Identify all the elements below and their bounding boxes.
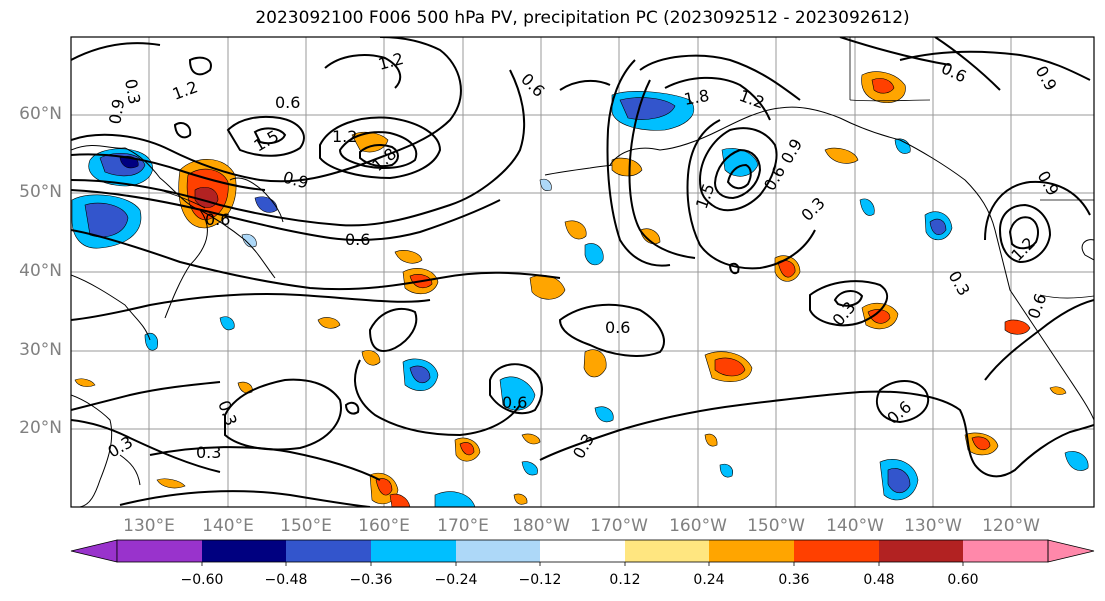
lat-label-30n: 30°N [19, 340, 62, 360]
contour-label: 0.6 [605, 318, 630, 337]
gridlines [71, 37, 1094, 507]
lon-label-150e: 150°E [280, 516, 332, 536]
colorbar-tick: −0.60 [180, 572, 224, 588]
colorbar-tick: −0.48 [264, 572, 308, 588]
colorbar-tick: 0.36 [778, 572, 810, 588]
lon-label-170w: 170°W [590, 516, 648, 536]
lon-label-130e: 130°E [123, 516, 175, 536]
lon-label-140e: 140°E [202, 516, 254, 536]
contour-label: 0.6 [502, 393, 527, 412]
contour-label: 0.9 [105, 97, 128, 125]
colorbar-tick: 0.12 [609, 572, 641, 588]
lon-label-170e: 170°E [437, 516, 489, 536]
colorbar-tick: 0.60 [947, 572, 979, 588]
colorbar-tick: 0.48 [863, 572, 895, 588]
contour-label: 0.3 [121, 77, 144, 105]
colorbar-tick: −0.24 [434, 572, 478, 588]
lat-label-20n: 20°N [19, 418, 62, 438]
colorbar-tick: 0.24 [693, 572, 725, 588]
lon-label-140w: 140°W [826, 516, 884, 536]
colorbar-tick: −0.12 [518, 572, 562, 588]
map-frame [70, 36, 1095, 508]
contour-label: 0.3 [196, 443, 221, 462]
lon-label-160w: 160°W [669, 516, 727, 536]
contour-label: 0.6 [345, 230, 370, 249]
contour-label: 0.6 [275, 93, 300, 112]
lat-label-40n: 40°N [19, 261, 62, 281]
map-title: 2023092100 F006 500 hPa PV, precipitatio… [255, 8, 910, 28]
lon-label-120w: 120°W [982, 516, 1040, 536]
pv-contours [71, 37, 1094, 507]
colorbar-tick: −0.36 [349, 572, 393, 588]
lon-label-180w: 180°W [512, 516, 570, 536]
precip-positive-blobs [74, 71, 1067, 507]
contour-label: 1.8 [682, 86, 710, 109]
lon-label-150w: 150°W [747, 516, 805, 536]
contour-label: 0.6 [205, 210, 230, 229]
lat-label-60n: 60°N [19, 104, 62, 124]
contour-label: 1.2 [332, 127, 357, 146]
lon-label-160e: 160°E [358, 516, 410, 536]
lat-label-50n: 50°N [19, 182, 62, 202]
lon-label-130w: 130°W [904, 516, 962, 536]
